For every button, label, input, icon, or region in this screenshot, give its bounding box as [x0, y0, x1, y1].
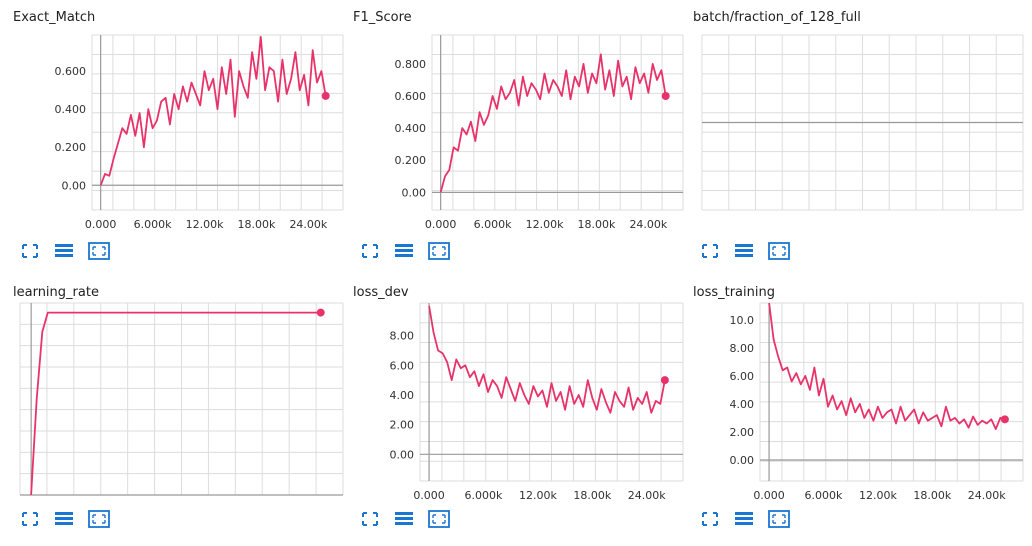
expand-chart-icon[interactable]: [88, 242, 110, 260]
grid: [701, 34, 1024, 211]
chart-card-loss-dev: loss_dev 0.00 2.00 4.00 6.00 8.00 0.000 6.000k…: [340, 275, 685, 546]
series-line: [99, 36, 327, 186]
fit-domain-icon[interactable]: [700, 510, 720, 528]
expand-chart-icon[interactable]: [768, 242, 790, 260]
x-tick-label: 24.00k: [629, 218, 667, 231]
expand-chart-icon[interactable]: [428, 510, 450, 528]
y-tick-label: 0.00: [62, 179, 87, 192]
grid: [91, 34, 344, 211]
series-end-marker: [321, 91, 330, 100]
x-tick-label: 12.00k: [186, 218, 224, 231]
x-tick-label: 6.000k: [465, 489, 503, 502]
y-tick-label: 6.00: [730, 370, 755, 383]
x-tick-label: 0.000: [413, 489, 445, 502]
series-line: [428, 305, 666, 414]
x-tick-label: 24.00k: [628, 489, 666, 502]
fit-domain-icon[interactable]: [360, 510, 380, 528]
y-tick-label: 0.200: [395, 154, 427, 167]
chart-actions: [20, 242, 110, 260]
expand-chart-icon[interactable]: [768, 510, 790, 528]
fit-domain-icon[interactable]: [20, 242, 40, 260]
series-end-marker: [1000, 415, 1009, 424]
x-tick-label: 18.00k: [913, 489, 951, 502]
x-tick-label: 24.00k: [968, 489, 1006, 502]
chart-title: batch/fraction_of_128_full: [693, 10, 861, 25]
chart-title: loss_training: [693, 285, 775, 300]
toggle-log-scale-icon[interactable]: [394, 510, 414, 528]
chart-card-loss-training: loss_training 0.00 2.00 4.00 6.00 8.00 10.0 0.…: [680, 275, 1025, 546]
y-tick-label: 8.00: [390, 330, 415, 343]
x-tick-label: 0.000: [85, 218, 117, 231]
fit-domain-icon[interactable]: [360, 242, 380, 260]
y-tick-label: 0.200: [55, 141, 87, 154]
chart-actions: [20, 510, 110, 528]
y-tick-label: 4.00: [390, 389, 415, 402]
chart-plot[interactable]: 0.00 2.00 4.00 6.00 8.00 0.000 6.000k 12.00k 18.…: [340, 275, 685, 515]
expand-chart-icon[interactable]: [428, 242, 450, 260]
y-tick-label: 0.800: [395, 58, 427, 71]
x-tick-label: 0.000: [425, 218, 457, 231]
series-end-marker: [660, 376, 669, 385]
y-tick-label: 8.00: [730, 342, 755, 355]
x-tick-label: 0.000: [753, 489, 785, 502]
y-tick-label: 0.00: [402, 186, 427, 199]
series-line: [768, 302, 1006, 430]
x-tick-label: 12.00k: [526, 218, 564, 231]
y-tick-label: 4.00: [730, 398, 755, 411]
series-end-marker: [316, 308, 325, 317]
y-tick-label: 0.400: [395, 122, 427, 135]
chart-actions: [700, 510, 790, 528]
chart-plot[interactable]: [0, 275, 345, 515]
y-tick-label: 2.00: [390, 419, 415, 432]
y-tick-label: 10.0: [730, 314, 755, 327]
x-tick-label: 6.000k: [805, 489, 843, 502]
x-tick-label: 6.000k: [134, 218, 172, 231]
fit-domain-icon[interactable]: [20, 510, 40, 528]
chart-card-exact-match: Exact_Match 0.00 0.200 0.400 0.600 0.000 6.00…: [0, 0, 345, 272]
chart-card-f1-score: F1_Score 0.00 0.200 0.400 0.600 0.800 0.000 6.…: [340, 0, 685, 272]
grid: [419, 302, 684, 482]
x-tick-label: 18.00k: [578, 218, 616, 231]
y-tick-label: 0.00: [730, 454, 755, 467]
y-tick-label: 0.400: [55, 103, 87, 116]
x-tick-label: 12.00k: [519, 489, 557, 502]
chart-actions: [360, 510, 450, 528]
chart-title: F1_Score: [353, 10, 412, 25]
chart-title: learning_rate: [13, 285, 99, 300]
toggle-log-scale-icon[interactable]: [734, 242, 754, 260]
chart-plot[interactable]: 0.00 2.00 4.00 6.00 8.00 10.0 0.000 6.000k 12.00…: [680, 275, 1025, 515]
y-tick-label: 6.00: [390, 359, 415, 372]
grid: [759, 302, 1024, 482]
x-tick-label: 6.000k: [474, 218, 512, 231]
toggle-log-scale-icon[interactable]: [54, 242, 74, 260]
x-tick-label: 12.00k: [859, 489, 897, 502]
chart-plot[interactable]: 0.00 0.200 0.400 0.600 0.800 0.000 6.000k 12.00…: [340, 0, 685, 240]
toggle-log-scale-icon[interactable]: [54, 510, 74, 528]
chart-title: Exact_Match: [13, 10, 96, 25]
chart-card-learning-rate: learning_rate: [0, 275, 345, 546]
toggle-log-scale-icon[interactable]: [394, 242, 414, 260]
toggle-log-scale-icon[interactable]: [734, 510, 754, 528]
fit-domain-icon[interactable]: [700, 242, 720, 260]
chart-title: loss_dev: [353, 285, 409, 300]
chart-actions: [700, 242, 790, 260]
series-line: [439, 53, 667, 193]
series-line: [30, 311, 321, 496]
chart-card-batch-fraction: batch/fraction_of_128_full: [680, 0, 1025, 272]
x-tick-label: 18.00k: [573, 489, 611, 502]
y-tick-label: 0.00: [390, 448, 415, 461]
expand-chart-icon[interactable]: [88, 510, 110, 528]
x-tick-label: 18.00k: [238, 218, 276, 231]
chart-actions: [360, 242, 450, 260]
grid: [19, 302, 344, 496]
y-tick-label: 0.600: [55, 65, 87, 78]
grid: [431, 34, 684, 211]
y-tick-label: 0.600: [395, 90, 427, 103]
x-tick-label: 24.00k: [289, 218, 327, 231]
series-end-marker: [661, 92, 670, 101]
chart-plot[interactable]: 0.00 0.200 0.400 0.600 0.000 6.000k 12.00k 18.0…: [0, 0, 345, 240]
y-tick-label: 2.00: [730, 426, 755, 439]
chart-plot[interactable]: [680, 0, 1025, 240]
